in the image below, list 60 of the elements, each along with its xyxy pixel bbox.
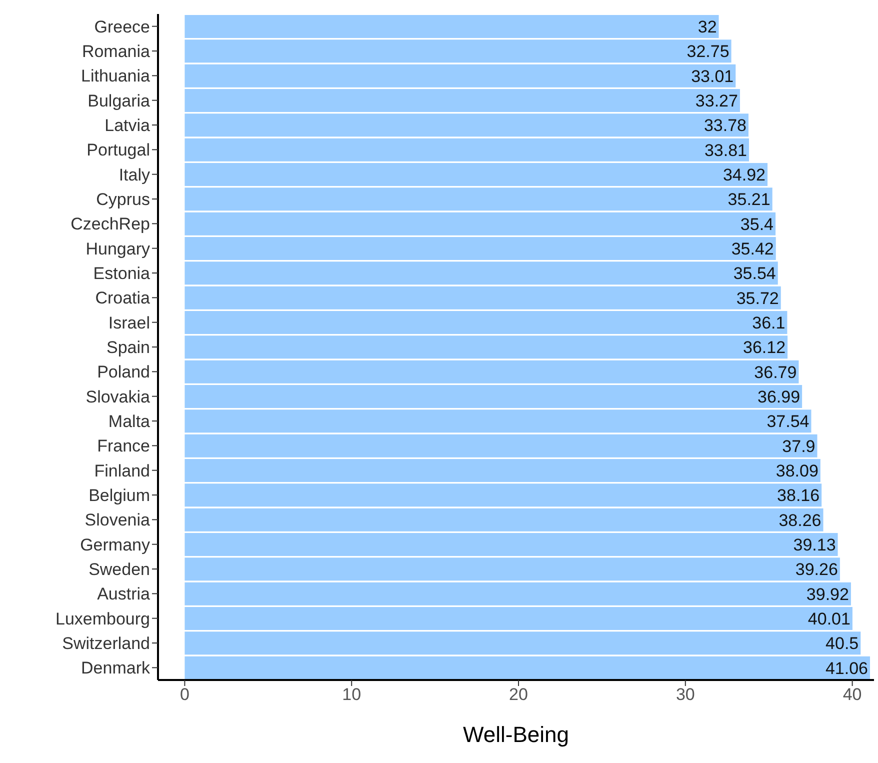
data-label: 41.06 <box>825 658 868 678</box>
data-label: 35.42 <box>731 240 774 259</box>
data-label: 35.21 <box>728 190 770 210</box>
data-label: 36.79 <box>754 362 797 382</box>
y-tick-label: Slovakia <box>86 387 151 406</box>
y-tick-label: Malta <box>108 412 151 432</box>
y-tick-label: Cyprus <box>96 190 150 210</box>
y-tick-label: Denmark <box>81 658 150 678</box>
data-label: 33.01 <box>691 66 734 86</box>
data-label: 38.26 <box>778 510 822 530</box>
data-label: 40.5 <box>826 634 859 654</box>
data-label: 39.26 <box>795 560 838 580</box>
y-tick-label: Latvia <box>104 116 151 136</box>
y-tick-label: Estonia <box>93 264 151 284</box>
y-tick-label: Croatia <box>95 288 151 308</box>
data-label: 36.12 <box>743 338 786 358</box>
y-tick-label: France <box>97 436 150 456</box>
y-tick-label: Poland <box>97 362 150 382</box>
y-tick-label: Germany <box>80 535 150 554</box>
data-label: 37.9 <box>782 436 816 456</box>
y-tick-label: Austria <box>97 584 151 604</box>
y-tick-label: Finland <box>94 461 150 480</box>
data-label: 39.13 <box>793 536 836 555</box>
y-tick-label: Portugal <box>86 140 150 160</box>
y-tick-label: Luxembourg <box>55 609 150 628</box>
x-tick-label: 10 <box>342 685 362 704</box>
data-label: 39.92 <box>806 584 849 604</box>
data-label: 35.54 <box>733 264 776 284</box>
data-label: 40.01 <box>808 610 850 629</box>
data-label: 36.99 <box>758 388 800 407</box>
y-tick-label: CzechRep <box>70 214 150 234</box>
y-tick-label: Greece <box>94 17 150 36</box>
y-tick-label: Lithuania <box>80 66 151 86</box>
data-label: 33.81 <box>704 140 747 160</box>
x-tick-label: 40 <box>842 685 862 704</box>
y-tick-label: Belgium <box>88 486 150 506</box>
data-label: 34.92 <box>722 166 766 185</box>
y-tick-label: Israel <box>108 313 150 332</box>
y-tick-label: Italy <box>118 165 150 184</box>
y-tick-label: Slovenia <box>84 510 151 530</box>
y-tick-label: Romania <box>82 42 151 62</box>
data-label: 38.16 <box>777 486 820 506</box>
data-label: 33.27 <box>695 92 738 111</box>
y-tick-label: Spain <box>106 338 150 358</box>
x-tick-label: 0 <box>180 685 190 704</box>
data-label: 35.4 <box>740 214 774 234</box>
x-tick-label: 30 <box>676 685 695 704</box>
data-label: 37.54 <box>766 412 810 432</box>
y-tick-label: Switzerland <box>62 634 150 654</box>
data-label: 33.78 <box>704 116 746 136</box>
data-label: 35.72 <box>736 288 779 308</box>
x-axis-title: Well-Being <box>463 722 569 747</box>
data-label: 32.75 <box>686 42 730 62</box>
x-tick-label: 20 <box>509 685 528 704</box>
data-label: 32 <box>698 18 717 37</box>
y-tick-label: Bulgaria <box>88 91 151 110</box>
y-tick-label: Hungary <box>86 239 150 258</box>
data-label: 36.1 <box>752 314 786 333</box>
data-label: 38.09 <box>776 462 818 481</box>
y-tick-label: Sweden <box>88 560 150 580</box>
